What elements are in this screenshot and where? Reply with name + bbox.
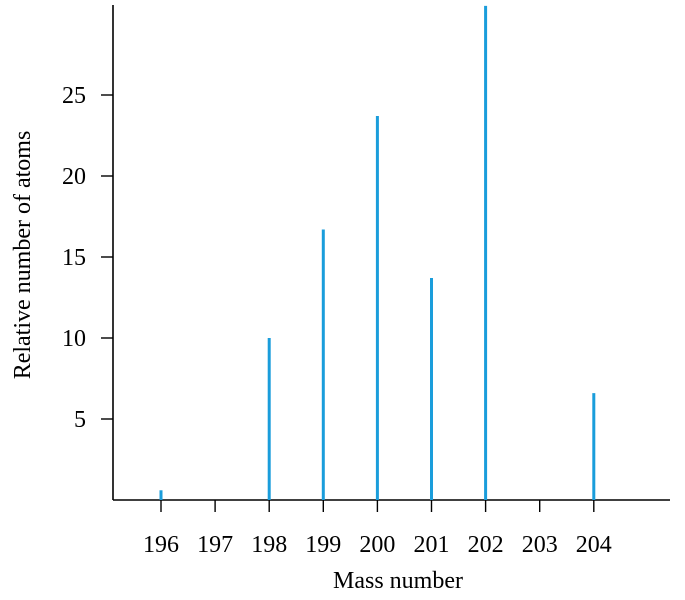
x-tick-label: 204 [576,532,612,558]
plot-area [112,5,670,501]
x-tick-label: 198 [251,532,287,558]
y-tick-label: 5 [74,407,86,433]
x-axis-ticks: 196 197 198 199 200 201 202 203 204 [143,500,612,558]
y-axis-ticks: 5 10 15 20 25 [62,83,113,433]
y-tick-label: 25 [62,83,86,109]
x-tick-label: 196 [143,532,179,558]
x-tick-label: 201 [414,532,450,558]
y-tick-label: 20 [62,164,86,190]
x-axis-label: Mass number [333,568,463,594]
x-tick-label: 200 [359,532,395,558]
y-axis-label: Relative number of atoms [10,131,36,380]
y-tick-label: 10 [62,326,86,352]
x-tick-label: 202 [468,532,504,558]
x-tick-label: 199 [305,532,341,558]
bars [159,5,596,500]
y-tick-label: 15 [62,245,86,271]
x-tick-label: 197 [197,532,233,558]
x-tick-label: 203 [522,532,558,558]
